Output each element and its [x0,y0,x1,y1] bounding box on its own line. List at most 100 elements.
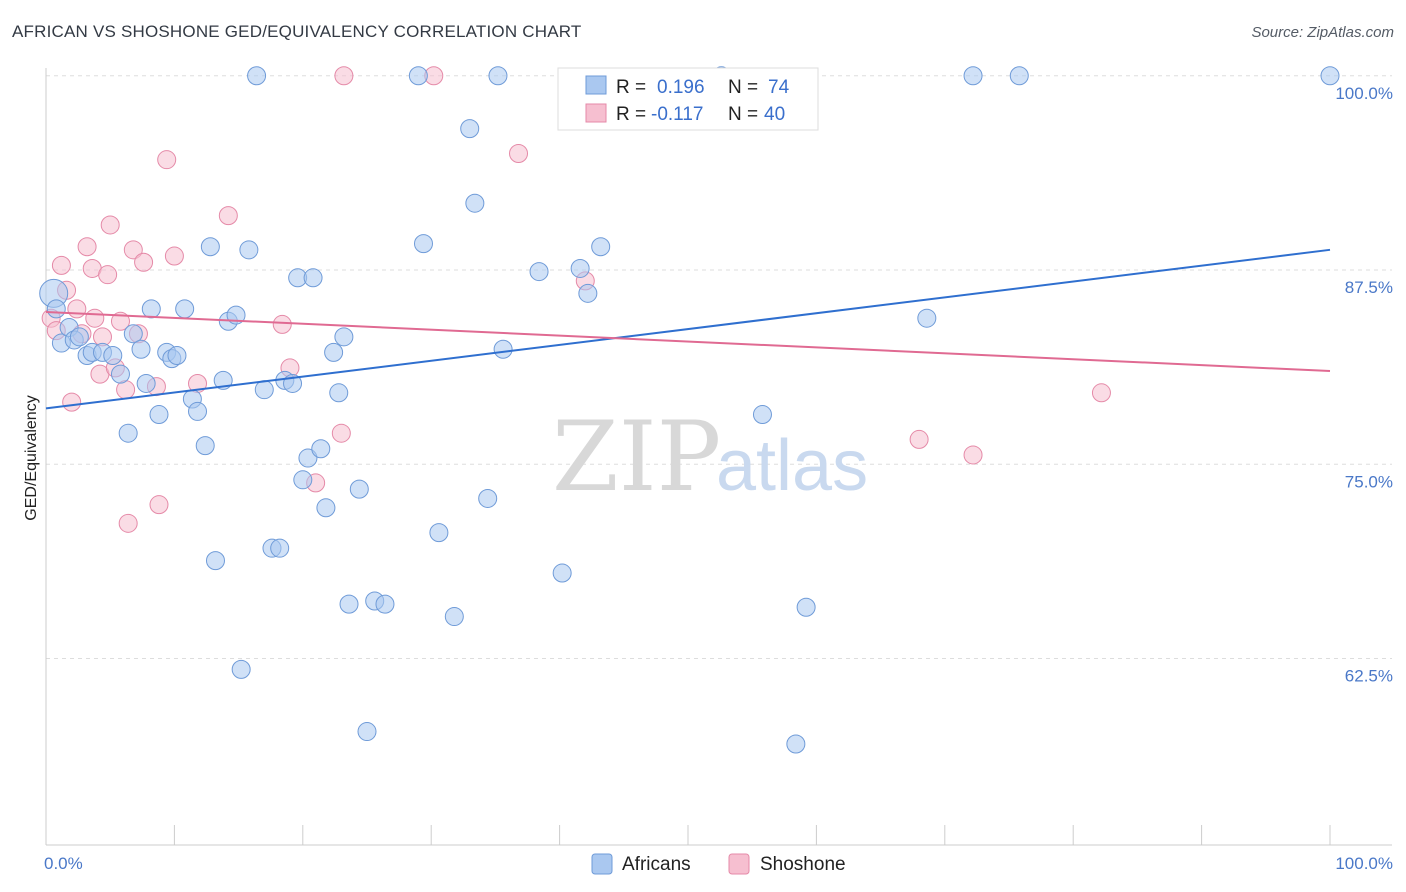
africans-point-46 [339,594,359,614]
africans-point-42 [316,498,336,518]
africans-point-15 [141,299,161,319]
africans-point-1 [46,299,66,319]
africans-point-24 [200,237,220,257]
shoshone-point-24 [164,246,184,266]
africans-point-32 [254,380,274,400]
watermark-zip: ZIP [552,401,721,513]
shoshone-point-37 [1091,383,1111,403]
shoshone-point-27 [272,314,292,334]
legend-swatch-africans [585,75,607,95]
africans-point-16 [149,405,169,425]
y-axis-label: GED/Equivalency [23,395,40,520]
shoshone-point-12 [98,265,118,285]
shoshone-point-17 [118,513,138,533]
trend-lines [45,248,1331,410]
africans-point-54 [444,607,464,627]
shoshone-point-15 [110,311,130,331]
shoshone-point-35 [909,429,929,449]
shoshone-point-5 [67,299,87,319]
shoshone-point-4 [62,392,82,412]
africans-point-10 [110,364,130,384]
africans-point-40 [303,268,323,288]
africans-point-62 [570,258,590,278]
shoshone-point-13 [100,215,120,235]
africans-point-11 [118,423,138,443]
africans-point-64 [591,237,611,257]
africans-point-12 [123,324,143,344]
shoshone-point-18 [123,240,143,260]
africans-point-19 [167,345,187,365]
axes [45,68,1392,846]
source-label: Source: ZipAtlas.com [1251,24,1394,41]
africans-point-38 [293,470,313,490]
africans-point-50 [375,594,395,614]
bottom-legend-label-africans: Africans [622,854,691,875]
shoshone-point-31 [334,66,354,86]
legend-n-label-africans: N = [728,77,758,98]
bottom-legend: Africans Shoshone [591,853,846,875]
shoshone-point-23 [157,150,177,170]
shoshone-point-26 [218,206,238,226]
legend-n-label-shoshone: N = [728,104,758,125]
shoshone-point-36 [963,445,983,465]
shoshone-trend-line [45,310,1331,373]
africans-point-53 [429,523,449,543]
africans-point-13 [131,339,151,359]
africans-point-59 [493,339,513,359]
africans-points [39,66,1340,754]
shoshone-point-22 [149,495,169,515]
y-tick-label-3: 100.0% [1335,84,1393,103]
y-tick-label-2: 87.5% [1345,278,1393,297]
africans-point-63 [578,283,598,303]
shoshone-point-9 [85,308,105,328]
africans-point-34 [270,538,290,558]
shoshone-point-7 [77,237,97,257]
africans-point-70 [963,66,983,86]
africans-point-31 [247,66,267,86]
legend-swatch-shoshone [585,103,607,123]
africans-point-5 [69,327,89,347]
africans-point-58 [488,66,508,86]
africans-point-14 [136,373,156,393]
africans-point-23 [195,436,215,456]
africans-point-68 [796,597,816,617]
africans-point-20 [175,299,195,319]
legend-n-value-africans: 74 [768,77,790,98]
grid-lines [46,75,1392,660]
africans-point-41 [311,439,331,459]
africans-point-43 [324,342,344,362]
shoshone-point-33 [509,143,529,163]
watermark: ZIP atlas [552,401,868,513]
x-tick-label-0: 0.0% [44,854,83,873]
africans-point-69 [917,308,937,328]
africans-point-71 [1009,66,1029,86]
shoshone-point-30 [331,423,351,443]
shoshone-point-2 [51,255,71,275]
africans-point-25 [205,551,225,571]
africans-point-52 [413,234,433,254]
africans-point-67 [786,734,806,754]
africans-point-29 [231,659,251,679]
y-tick-label-1: 75.0% [1345,472,1393,491]
legend: R = 0.196 N = 74 R = -0.117 N = 40 [557,67,819,131]
africans-point-57 [478,488,498,508]
bottom-legend-swatch-africans [591,853,613,875]
africans-point-51 [408,66,428,86]
x-tick-label-1: 100.0% [1335,854,1393,873]
shoshone-point-20 [134,252,154,272]
africans-point-45 [334,327,354,347]
africans-point-55 [460,119,480,139]
africans-point-72 [1320,66,1340,86]
africans-point-26 [213,370,233,390]
y-tick-labels: 62.5% 75.0% 87.5% 100.0% [1335,84,1393,686]
africans-point-66 [752,405,772,425]
africans-point-30 [239,240,259,260]
africans-point-22 [188,401,208,421]
africans-point-44 [329,383,349,403]
bottom-legend-swatch-shoshone [728,853,750,875]
africans-point-47 [349,479,369,499]
africans-point-61 [552,563,572,583]
legend-r-label-shoshone: R = [616,104,646,125]
legend-r-value-shoshone: -0.117 [651,104,703,125]
